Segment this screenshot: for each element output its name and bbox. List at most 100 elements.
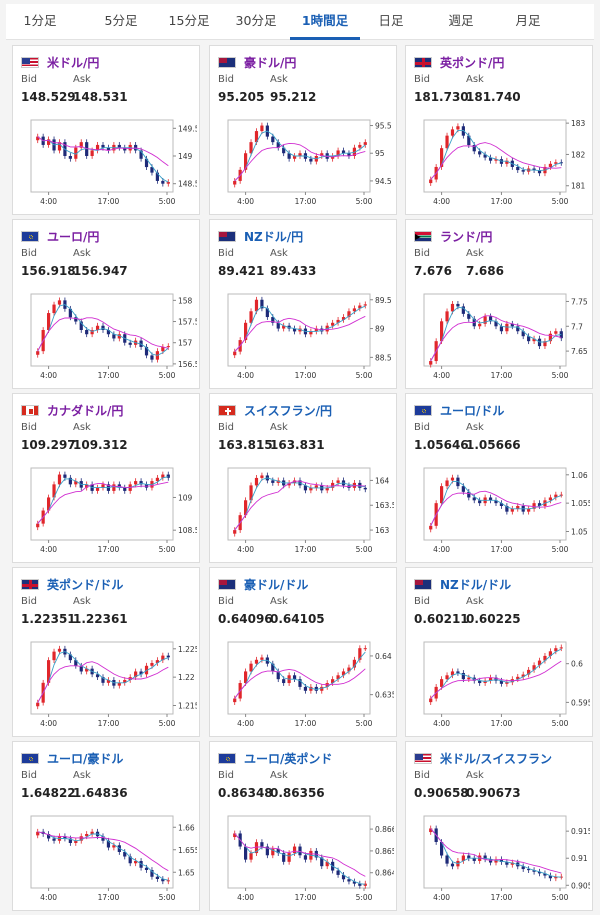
x-tick-label: 17:00 [491,545,513,554]
rate-card[interactable]: NZドル/円 Bid Ask 89.421 89.433 89.5 89 88.5 4:00 17… [209,219,397,389]
tab-3[interactable]: 30分足 [235,13,277,28]
ch-flag-icon [218,404,236,416]
candle [117,679,121,689]
y-tick-label: 1.22 [178,673,195,682]
candlestick-chart[interactable]: 164 163.5 163 4:00 17:00 5:00 [214,460,394,560]
candlestick-chart[interactable]: 0.866 0.865 0.864 4:00 17:00 5:00 [214,808,394,908]
candlestick-chart[interactable]: 1.06 1.055 1.05 4:00 17:00 5:00 [410,460,590,560]
ma-short-line [234,305,366,352]
x-tick-label: 4:00 [237,197,254,206]
y-tick-label: 0.635 [375,691,394,700]
y-tick-label: 1.655 [178,846,197,855]
candlestick-chart[interactable]: 109 108.5 4:00 17:00 5:00 [17,460,197,560]
candlestick-chart[interactable]: 0.6 0.595 4:00 17:00 5:00 [410,634,590,734]
x-tick-label: 4:00 [433,371,450,380]
pair-name-link[interactable]: ユーロ/ドル [440,403,505,418]
candle [331,480,335,491]
card-header: ランド/円 [414,228,492,244]
pair-name-link[interactable]: 豪ドル/円 [244,55,297,70]
candle [537,167,542,177]
pair-name-link[interactable]: NZドル/ドル [440,577,512,592]
pair-name-link[interactable]: 米ドル/円 [47,55,100,70]
candlestick-chart[interactable]: 149.5 149 148.5 4:00 17:00 5:00 [17,112,197,212]
candle [292,153,297,162]
plot-frame [227,641,371,715]
candlestick-chart[interactable]: 183 182 181 4:00 17:00 5:00 [410,112,590,212]
ask-label: Ask [73,596,91,607]
candle [510,505,514,515]
candlestick-chart[interactable]: 95.5 95 94.5 4:00 17:00 5:00 [214,112,394,212]
pair-name-link[interactable]: カナダドル/円 [47,403,124,418]
pair-name-link[interactable]: ユーロ/豪ドル [47,751,124,766]
x-tick-label: 4:00 [237,719,254,728]
candle [276,319,280,332]
rate-card[interactable]: 豪ドル/円 Bid Ask 95.205 95.212 95.5 95 94.5 4:00 17:… [209,45,397,215]
tab-1[interactable]: 5分足 [104,13,138,28]
candlestick-chart[interactable]: 0.915 0.91 0.905 4:00 17:00 5:00 [410,808,590,908]
ma-long-line [430,660,562,699]
candlestick-chart[interactable]: 1.225 1.22 1.215 4:00 17:00 5:00 [17,634,197,734]
ask-label: Ask [270,422,288,433]
rate-card[interactable]: ランド/円 Bid Ask 7.676 7.686 7.75 7.7 7.65 4:00 17:0… [405,219,593,389]
candle [429,358,433,368]
x-tick-label: 17:00 [295,719,317,728]
candle [244,150,248,173]
tab-6[interactable]: 週足 [448,13,474,28]
candlestick-chart[interactable]: 7.75 7.7 7.65 4:00 17:00 5:00 [410,286,590,386]
candlestick-chart[interactable]: 0.64 0.635 4:00 17:00 5:00 [214,634,394,734]
y-tick-label: 95 [375,149,385,158]
candle [95,671,100,681]
y-tick-label: 0.915 [571,827,590,836]
candlestick-chart[interactable]: 1.66 1.655 1.65 4:00 17:00 5:00 [17,808,197,908]
tab-5[interactable]: 日足 [378,13,404,28]
pair-name-link[interactable]: 英ポンド/ドル [47,577,124,592]
tab-4[interactable]: 1時間足 [290,4,360,40]
rate-card[interactable]: カナダドル/円BidAsk109.297109.312109108.54:001… [12,393,200,563]
bid-label: Bid [21,74,37,85]
ma-short-line [430,648,562,699]
ask-value: 1.22361 [73,612,128,626]
card-header: カナダドル/円 [21,402,123,418]
rate-card[interactable]: 米ドル/スイスフランBidAsk0.906580.906730.9150.910… [405,741,593,911]
pair-name-link[interactable]: ランド/円 [440,229,493,244]
tab-0[interactable]: 1分足 [23,13,57,28]
candlestick-chart[interactable]: 158 157.5 157 156.5 4:00 17:00 5:00 [17,286,197,386]
rate-card[interactable]: ユーロ/英ポンドBidAsk0.863480.863560.8660.8650.… [209,741,397,911]
y-tick-label: 148.5 [178,180,197,189]
candle [548,330,552,345]
pair-name-link[interactable]: スイスフラン/円 [244,403,333,418]
pair-name-link[interactable]: 豪ドル/ドル [244,577,309,592]
timeframe-tabbar: 1分足 5分足 15分足 30分足 1時間足 日足 週足 月足 [6,4,594,40]
candle [287,322,291,332]
candle [456,668,460,676]
tab-2[interactable]: 15分足 [168,13,210,28]
candle [106,677,111,686]
pair-name-link[interactable]: 英ポンド/円 [440,55,505,70]
pair-name-link[interactable]: ユーロ/英ポンド [244,751,333,766]
candle [320,150,324,159]
bid-label: Bid [21,596,37,607]
rate-card[interactable]: 英ポンド/円 Bid Ask 181.730 181.740 183 182 181 4:00 1… [405,45,593,215]
candle [85,665,89,675]
candle [543,338,547,350]
x-tick-label: 5:00 [159,719,176,728]
eu-flag-icon [21,230,39,242]
pair-name-link[interactable]: NZドル/円 [244,229,304,244]
tab-7[interactable]: 月足 [515,13,541,28]
pair-name-link[interactable]: 米ドル/スイスフラン [440,751,553,766]
pair-name-link[interactable]: ユーロ/円 [47,229,100,244]
x-tick-label: 5:00 [356,371,373,380]
card-header: ユーロ/ドル [414,402,504,418]
candle [429,176,433,186]
bid-value: 1.64822 [21,786,76,800]
candlestick-chart[interactable]: 89.5 89 88.5 4:00 17:00 5:00 [214,286,394,386]
y-tick-label: 157 [178,339,193,348]
